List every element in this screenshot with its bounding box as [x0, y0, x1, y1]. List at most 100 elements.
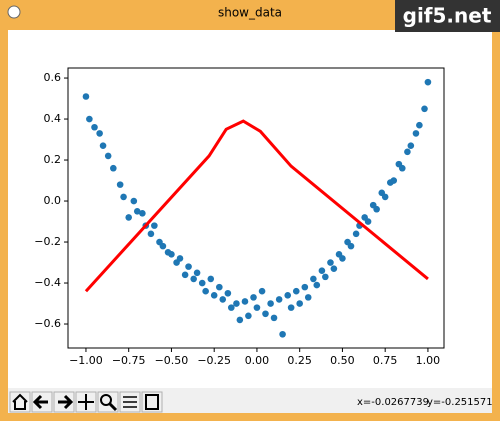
x-tick-label: −1.00	[69, 354, 103, 367]
status-x: x=-0.0267739	[357, 397, 429, 408]
scatter-point	[86, 115, 93, 123]
scatter-point	[139, 210, 146, 217]
scatter-point	[347, 242, 355, 250]
back-icon	[32, 394, 48, 410]
scatter-point	[381, 193, 389, 201]
x-tick-label: 0.75	[373, 354, 398, 367]
scatter-point	[241, 298, 249, 305]
scatter-point	[159, 242, 167, 250]
scatter-point	[202, 287, 209, 295]
scatter-point	[185, 263, 192, 270]
x-tick-label: −0.75	[112, 354, 146, 367]
scatter-point	[219, 296, 227, 303]
scatter-point	[373, 205, 380, 213]
window-title: show_data	[218, 6, 282, 20]
x-tick-label: −0.25	[197, 354, 231, 367]
scatter-point	[296, 300, 303, 307]
scatter-point	[193, 269, 201, 277]
scatter-point	[190, 275, 197, 283]
pan-icon	[78, 394, 94, 410]
scatter-point	[110, 164, 117, 172]
subplots-icon	[123, 396, 137, 408]
zoom-icon-handle	[108, 402, 118, 412]
scatter-point	[313, 281, 321, 289]
scatter-point	[262, 310, 269, 318]
y-tick-label: −0.2	[34, 235, 61, 248]
scatter-point	[168, 251, 175, 258]
scatter-point	[198, 279, 206, 287]
x-tick-label: 0.00	[245, 354, 270, 367]
app-icon	[7, 5, 21, 19]
scatter-point	[398, 164, 406, 172]
scatter-point	[327, 259, 334, 266]
home-icon	[12, 393, 28, 410]
scatter-point	[304, 294, 312, 301]
zoom-icon	[100, 394, 112, 406]
scatter-point	[404, 148, 411, 156]
scatter-point	[258, 287, 266, 295]
scatter-point	[390, 177, 398, 184]
scatter-point	[216, 283, 223, 291]
status-y: y=-0.251571	[427, 397, 493, 408]
toolbar-buttons	[9, 391, 163, 413]
y-tick-label: 0.6	[44, 71, 62, 84]
x-tick-label: −0.50	[155, 354, 189, 367]
scatter-point	[421, 105, 428, 113]
scatter-point	[250, 294, 257, 301]
scatter-point	[104, 152, 112, 160]
x-tick-label: 1.00	[416, 354, 441, 367]
scatter-point	[227, 304, 235, 311]
scatter-point	[176, 255, 184, 262]
scatter-point	[267, 300, 274, 307]
y-tick-label: 0.2	[44, 153, 62, 166]
axes-frame	[67, 67, 445, 349]
scatter-point	[352, 230, 360, 238]
x-tick-label: 0.50	[330, 354, 355, 367]
y-tick-label: −0.4	[34, 276, 61, 289]
scatter-point	[284, 292, 292, 299]
scatter-point	[245, 312, 252, 320]
figure	[8, 30, 492, 413]
scatter-point	[339, 255, 346, 262]
scatter-point	[253, 304, 261, 311]
scatter-point	[181, 271, 189, 279]
y-tick-label: 0.0	[44, 194, 62, 207]
scatter-point	[318, 267, 326, 275]
scatter-point	[330, 265, 338, 272]
watermark: gif5.net	[403, 4, 492, 28]
scatter-point	[236, 316, 244, 324]
scatter-point	[310, 275, 317, 283]
scatter-point	[151, 222, 158, 229]
scatter-point	[424, 78, 432, 86]
scatter-point	[233, 300, 240, 307]
scatter-point	[275, 296, 283, 303]
scatter-point	[407, 142, 415, 149]
scatter-point	[292, 287, 300, 295]
watermark-box	[395, 0, 500, 32]
scatter-point	[270, 314, 278, 322]
scatter-point	[125, 214, 133, 221]
scatter-point	[99, 142, 107, 149]
x-tick-label: 0.25	[287, 354, 312, 367]
save-icon	[145, 394, 159, 410]
forward-icon	[58, 394, 74, 410]
scatter-point	[82, 93, 90, 100]
scatter-point	[301, 283, 309, 291]
line	[84, 119, 429, 293]
scatter-point	[116, 181, 124, 188]
y-tick-label: 0.4	[44, 112, 62, 125]
scatter-point	[207, 275, 215, 283]
scatter-point	[96, 130, 103, 137]
scatter-point	[412, 130, 420, 137]
scatter-point	[287, 304, 295, 311]
scatter-point	[91, 123, 98, 131]
scatter-point	[133, 207, 141, 215]
y-tick-label: −0.6	[34, 317, 61, 330]
scatter-point	[130, 197, 138, 205]
scatter-point	[416, 121, 423, 129]
scatter-point	[210, 292, 218, 299]
scatter-point	[279, 330, 286, 338]
scatter-point	[224, 289, 232, 297]
scatter-point	[147, 230, 155, 238]
